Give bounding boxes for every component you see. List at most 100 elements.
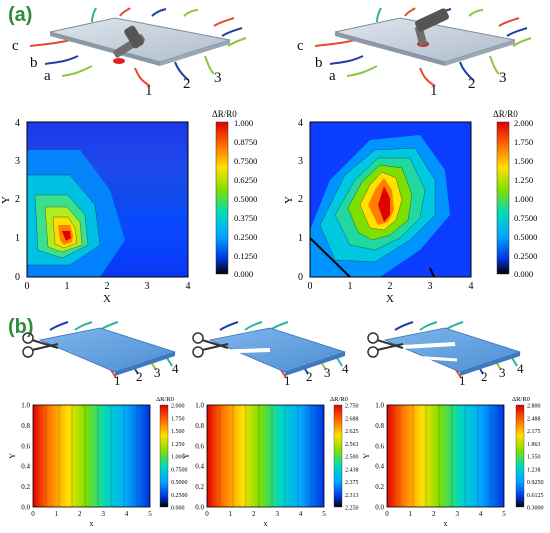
colorbar-tick: 0.6250 bbox=[234, 175, 257, 185]
x-tick: 3 bbox=[275, 510, 279, 518]
colorbar-title: ΔR/R0 bbox=[156, 396, 174, 403]
x-tick: 2 bbox=[432, 510, 436, 518]
hammer-icon bbox=[113, 25, 145, 58]
scissors-icon bbox=[192, 332, 229, 358]
colorbar-tick: 2.488 bbox=[527, 416, 541, 422]
colorbar-title: ΔR/R0 bbox=[493, 109, 518, 119]
cut-sketch-2: 1 2 3 4 bbox=[192, 321, 349, 388]
colorbar-tick: 1.863 bbox=[527, 442, 541, 448]
colorbar-tick: 1.750 bbox=[171, 416, 185, 422]
colorbar-title: ΔR/R0 bbox=[512, 396, 530, 403]
cut-sketch-1: 1 2 3 4 bbox=[22, 321, 179, 388]
heatmap-peak bbox=[378, 186, 390, 222]
heatmap-area bbox=[206, 404, 325, 508]
wire-label-2: 2 bbox=[481, 369, 488, 384]
colorbar-tick: 2.688 bbox=[345, 416, 359, 422]
colorbar-title: ΔR/R0 bbox=[330, 396, 348, 403]
y-tick: 0.4 bbox=[375, 463, 384, 471]
heatmap-peak bbox=[62, 231, 71, 241]
wire-label-4: 4 bbox=[172, 361, 179, 376]
y-tick: 3 bbox=[298, 156, 303, 167]
colorbar-bar bbox=[333, 404, 343, 508]
y-tick: 0 bbox=[15, 272, 20, 283]
x-tick: 5 bbox=[502, 510, 506, 518]
wire-label-c: c bbox=[12, 38, 19, 54]
x-axis-label: X bbox=[103, 293, 111, 305]
colorbar-tick: 0.9250 bbox=[527, 480, 544, 486]
colorbar-tick: 0.000 bbox=[514, 269, 533, 279]
colorbar-tick: 2.000 bbox=[171, 404, 185, 410]
x-tick: 1 bbox=[229, 510, 233, 518]
sketch-left-labels: c b a 1 2 3 bbox=[12, 38, 222, 99]
y-tick: 2 bbox=[15, 194, 20, 205]
x-tick: 0 bbox=[31, 510, 35, 518]
x-tick: 2 bbox=[388, 281, 393, 292]
wire-label-2: 2 bbox=[183, 76, 191, 92]
y-tick: 0.0 bbox=[21, 504, 30, 512]
x-tick: 5 bbox=[322, 510, 326, 518]
x-tick: 4 bbox=[186, 281, 191, 292]
y-tick: 1.0 bbox=[21, 402, 30, 410]
wire-label-2: 2 bbox=[468, 76, 476, 92]
colorbar-tick: 1.000 bbox=[514, 194, 533, 204]
colorbar-tick: 2.175 bbox=[527, 429, 541, 435]
heatmap-b-1: 0 1 2 3 4 5 0.0 0.2 0.4 0.6 0.8 1.0 x Y ΔR/R02.000 1.75… bbox=[8, 396, 188, 528]
x-tick: 1 bbox=[409, 510, 413, 518]
y-tick: 0.0 bbox=[195, 504, 204, 512]
cut-sketch-3: 1 2 3 4 bbox=[367, 321, 524, 388]
colorbar-tick: 1.500 bbox=[514, 156, 533, 166]
colorbar-tick: 0.2500 bbox=[171, 493, 188, 499]
hammer-icon bbox=[414, 8, 449, 47]
x-tick: 3 bbox=[101, 510, 105, 518]
x-axis-label: x bbox=[90, 519, 94, 528]
x-tick: 0 bbox=[308, 281, 313, 292]
x-tick: 0 bbox=[25, 281, 30, 292]
y-axis-label: Y bbox=[283, 196, 295, 204]
colorbar-tick: 1.750 bbox=[514, 137, 533, 147]
wire-label-b: b bbox=[30, 55, 38, 71]
y-tick: 0.4 bbox=[195, 463, 204, 471]
x-tick: 1 bbox=[55, 510, 59, 518]
colorbar-tick: 2.375 bbox=[345, 480, 359, 486]
colorbar-tick: 0.5000 bbox=[234, 194, 257, 204]
heatmap-a-left: 0 1 2 3 4 0 1 2 3 4 X Y ΔR/R0 1.000 0.87… bbox=[0, 109, 257, 305]
wire-label-1: 1 bbox=[430, 83, 438, 99]
colorbar-tick: 0.000 bbox=[171, 506, 185, 512]
wire-label-3: 3 bbox=[214, 70, 222, 86]
colorbar-tick: 2.800 bbox=[527, 404, 541, 410]
x-tick: 4 bbox=[125, 510, 129, 518]
impact-point-left bbox=[113, 58, 125, 64]
x-tick: 1 bbox=[348, 281, 353, 292]
colorbar-bar bbox=[159, 404, 169, 508]
y-tick: 0.6 bbox=[21, 442, 30, 450]
colorbar-tick: 0.000 bbox=[234, 269, 253, 279]
colorbar-tick: 0.7500 bbox=[234, 156, 257, 166]
colorbar: ΔR/R0 2.000 1.750 1.500 1.250 1.000 0.75… bbox=[493, 109, 537, 279]
x-tick: 1 bbox=[65, 281, 70, 292]
colorbar: ΔR/R02.000 1.750 1.500 1.250 1.000 0.7500 0.50… bbox=[156, 396, 188, 512]
x-tick: 3 bbox=[455, 510, 459, 518]
wire-label-1: 1 bbox=[145, 83, 153, 99]
y-tick: 0.4 bbox=[21, 463, 30, 471]
y-tick: 4 bbox=[15, 118, 20, 129]
colorbar-tick: 0.2500 bbox=[234, 232, 257, 242]
y-tick: 3 bbox=[15, 156, 20, 167]
y-tick: 0.6 bbox=[195, 442, 204, 450]
scissors-icon bbox=[367, 332, 404, 358]
y-tick: 0.2 bbox=[21, 483, 30, 491]
sensor-wires-left bbox=[29, 7, 247, 87]
colorbar: ΔR/R02.750 2.688 2.625 2.563 2.500 2.438 2.375… bbox=[330, 396, 359, 512]
y-tick: 0.8 bbox=[21, 422, 30, 430]
y-tick: 4 bbox=[298, 118, 303, 129]
colorbar-tick: 2.750 bbox=[345, 404, 359, 410]
colorbar-tick: 0.3750 bbox=[234, 213, 257, 223]
wire-label-2: 2 bbox=[306, 369, 313, 384]
wire-label-3: 3 bbox=[499, 70, 507, 86]
colorbar-tick: 1.250 bbox=[514, 175, 533, 185]
x-tick: 4 bbox=[469, 281, 474, 292]
colorbar-tick: 2.313 bbox=[345, 493, 359, 499]
x-tick: 4 bbox=[299, 510, 303, 518]
heatmap-b-3: 0 1 2 3 4 5 0.0 0.2 0.4 0.6 0.8 1.0 x Y ΔR/R02.800 2.48… bbox=[362, 396, 544, 528]
